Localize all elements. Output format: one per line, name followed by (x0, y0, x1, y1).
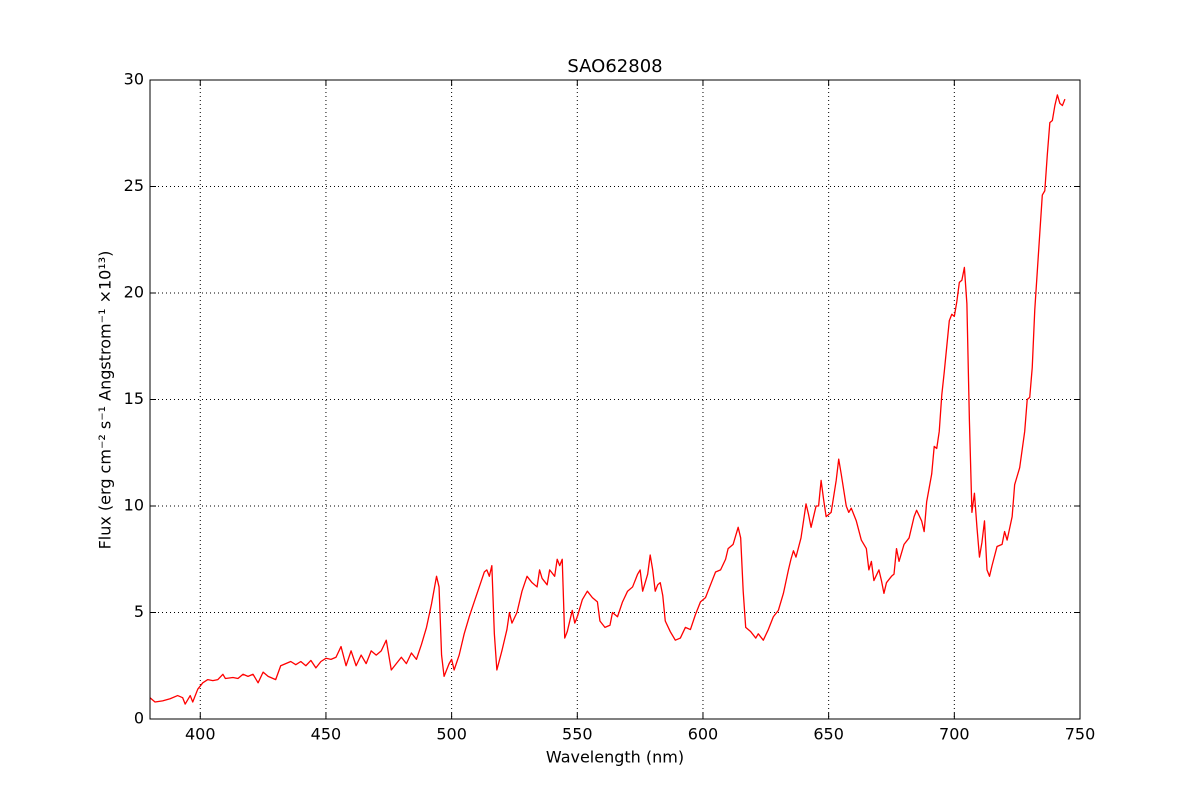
x-tick-label: 750 (1065, 725, 1096, 744)
x-axis-label: Wavelength (nm) (546, 748, 684, 767)
y-tick-label: 5 (134, 602, 144, 621)
x-tick-label: 500 (436, 725, 467, 744)
y-tick-label: 10 (124, 496, 144, 515)
y-tick-label: 25 (124, 176, 144, 195)
x-tick-label: 450 (311, 725, 342, 744)
chart-title: SAO62808 (567, 56, 662, 77)
x-tick-label: 650 (813, 725, 844, 744)
spectrum-line (149, 94, 1066, 705)
x-tick-label: 550 (562, 725, 593, 744)
x-tick-label: 700 (939, 725, 970, 744)
y-tick-label: 20 (124, 283, 144, 302)
y-tick-label: 30 (124, 70, 144, 89)
y-tick-label: 0 (134, 709, 144, 728)
plot-frame (149, 79, 1081, 720)
y-tick-label: 15 (124, 389, 144, 408)
y-axis-label: Flux (erg cm⁻² s⁻¹ Angstrom⁻¹ ×10¹³) (96, 251, 115, 550)
x-tick-label: 600 (688, 725, 719, 744)
x-tick-label: 400 (185, 725, 216, 744)
